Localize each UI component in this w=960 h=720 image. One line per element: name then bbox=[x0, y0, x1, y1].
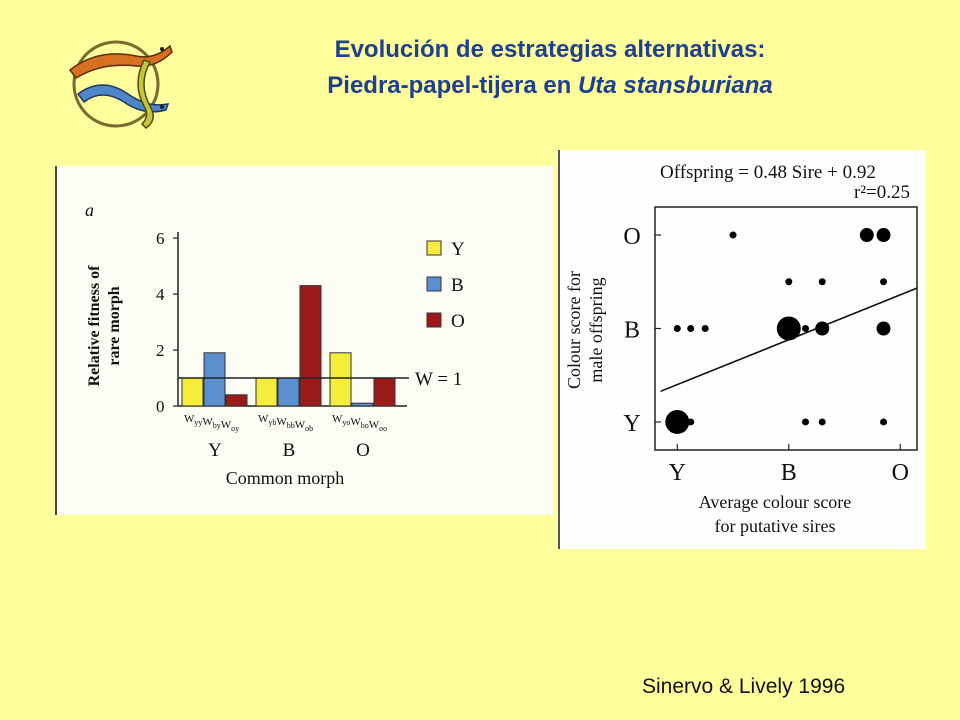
data-point bbox=[729, 231, 737, 239]
data-point bbox=[665, 409, 690, 434]
data-point bbox=[876, 228, 891, 243]
citation: Sinervo & Lively 1996 bbox=[642, 675, 846, 698]
x-tick-label-Y: Y bbox=[669, 460, 686, 486]
group-label-Y: Y bbox=[208, 440, 222, 461]
bar-Y-B bbox=[203, 352, 226, 407]
title-line-2: Piedra-papel-tijera en Uta stansburiana bbox=[200, 68, 900, 104]
r-squared: r²=0.25 bbox=[854, 182, 910, 203]
bar-Y-Y bbox=[181, 377, 204, 407]
bar-group-label: WyoWboWoo bbox=[332, 413, 387, 433]
y-tick-label: 0 bbox=[156, 397, 165, 416]
data-point bbox=[815, 321, 830, 336]
x-axis-label-line-1: Average colour score bbox=[699, 492, 852, 512]
data-point bbox=[802, 418, 810, 426]
data-point bbox=[701, 325, 709, 332]
y-tick-label-Y: Y bbox=[623, 411, 640, 437]
data-point bbox=[673, 325, 681, 332]
data-point bbox=[776, 316, 801, 341]
bar-O-O bbox=[373, 377, 396, 407]
y-tick-label: 4 bbox=[156, 285, 165, 304]
y-tick-label: 2 bbox=[156, 341, 165, 360]
bar-group-label: WyyWbyWoy bbox=[184, 413, 239, 433]
data-point bbox=[876, 321, 891, 336]
y-tick-label-O: O bbox=[623, 224, 640, 250]
y-tick-label: 6 bbox=[156, 229, 165, 248]
legend-label-B: B bbox=[451, 275, 464, 296]
data-point bbox=[785, 278, 793, 286]
y-axis-label-line-1: Colour score for bbox=[564, 271, 584, 389]
reference-line-label: W = 1 bbox=[415, 369, 462, 390]
group-label-O: O bbox=[356, 440, 370, 461]
legend-label-Y: Y bbox=[451, 239, 465, 260]
scatter-chart-panel: Offspring = 0.48 Sire + 0.92 r²=0.25 Y Y B B O… bbox=[558, 150, 926, 549]
title-line-2-prefix: Piedra-papel-tijera en bbox=[327, 72, 579, 99]
bar-B-O bbox=[299, 285, 322, 407]
group-label-B: B bbox=[283, 440, 296, 461]
title-line-1: Evolución de estrategias alternativas: bbox=[334, 36, 766, 63]
panel-label: a bbox=[85, 200, 94, 220]
data-point bbox=[687, 418, 695, 426]
bar-B-Y bbox=[255, 377, 278, 407]
regression-equation: Offspring = 0.48 Sire + 0.92 bbox=[660, 162, 876, 183]
y-tick-label-B: B bbox=[624, 318, 640, 344]
bar-chart: a 0 2 4 6 Relative fitness of rare morph WyyWby… bbox=[85, 200, 465, 488]
bar-O-B bbox=[351, 402, 374, 407]
y-axis-label-line-1: Relative fitness of bbox=[86, 265, 103, 387]
legend-swatch-O bbox=[426, 312, 442, 328]
data-point bbox=[687, 325, 695, 332]
bar-Y-O bbox=[225, 394, 248, 407]
data-point bbox=[880, 418, 888, 426]
title-species: Uta stansburiana bbox=[578, 72, 773, 99]
data-point bbox=[880, 278, 888, 286]
bar-O-Y bbox=[329, 352, 352, 407]
x-tick-label-B: B bbox=[781, 460, 797, 486]
x-tick-label-O: O bbox=[892, 460, 909, 486]
x-axis-label: Common morph bbox=[226, 468, 345, 488]
legend-swatch-Y bbox=[426, 240, 442, 256]
data-point bbox=[859, 228, 874, 243]
x-axis-label-line-2: for putative sires bbox=[715, 516, 836, 536]
slide-title: Evolución de estrategias alternativas: P… bbox=[200, 32, 900, 104]
y-axis-label-line-2: rare morph bbox=[106, 286, 123, 365]
data-point bbox=[802, 325, 810, 332]
y-axis-label-line-2: male offspring bbox=[586, 277, 606, 382]
legend-swatch-B bbox=[426, 276, 442, 292]
bar-group-label: WybWbbWob bbox=[258, 413, 313, 433]
bar-B-B bbox=[277, 377, 300, 407]
bar-chart-panel: a 0 2 4 6 Relative fitness of rare morph WyyWby… bbox=[55, 166, 553, 515]
legend-label-O: O bbox=[451, 311, 465, 332]
data-point bbox=[818, 418, 826, 426]
data-point bbox=[818, 278, 826, 286]
lizards-logo-icon bbox=[68, 40, 173, 129]
